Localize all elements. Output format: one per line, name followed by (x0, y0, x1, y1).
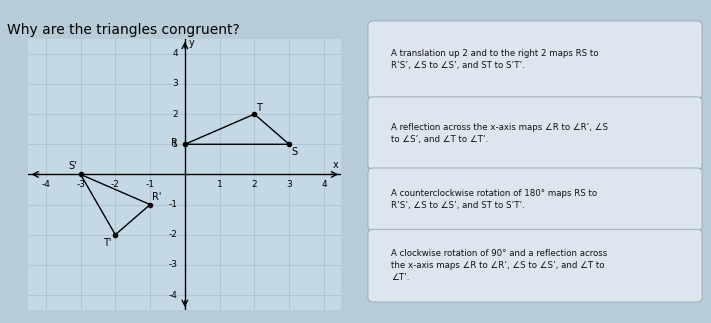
Text: 1: 1 (217, 181, 223, 190)
Text: y: y (189, 38, 195, 48)
Text: A counterclockwise rotation of 180° maps RS to
R’S’, ∠S to ∠S’, and ST to S’T’.: A counterclockwise rotation of 180° maps… (391, 189, 597, 210)
Text: 3: 3 (172, 79, 178, 89)
Text: -1: -1 (146, 181, 154, 190)
Text: 3: 3 (287, 181, 292, 190)
Text: -4: -4 (169, 290, 178, 299)
Text: 4: 4 (172, 49, 178, 58)
Text: -3: -3 (169, 260, 178, 269)
Text: S: S (291, 147, 297, 157)
FancyBboxPatch shape (368, 21, 702, 99)
Text: T': T' (104, 238, 112, 248)
FancyBboxPatch shape (368, 97, 702, 170)
Text: x: x (333, 161, 339, 170)
Text: 4: 4 (321, 181, 327, 190)
Text: T: T (256, 103, 262, 113)
Text: -2: -2 (111, 181, 119, 190)
Text: A clockwise rotation of 90° and a reflection across
the x-axis maps ∠R to ∠R’, ∠: A clockwise rotation of 90° and a reflec… (391, 249, 607, 282)
FancyBboxPatch shape (368, 229, 702, 302)
Text: 2: 2 (172, 109, 178, 119)
Text: -1: -1 (169, 200, 178, 209)
Text: A translation up 2 and to the right 2 maps RS to
R’S’, ∠S to ∠S’, and ST to S’T’: A translation up 2 and to the right 2 ma… (391, 49, 599, 70)
FancyBboxPatch shape (368, 168, 702, 231)
Text: 1: 1 (172, 140, 178, 149)
Text: -2: -2 (169, 230, 178, 239)
Text: -4: -4 (41, 181, 50, 190)
Text: A reflection across the x-axis maps ∠R to ∠R’, ∠S
to ∠S’, and ∠T to ∠T’.: A reflection across the x-axis maps ∠R t… (391, 123, 608, 144)
Text: Why are the triangles congruent?: Why are the triangles congruent? (7, 23, 240, 36)
Text: 2: 2 (252, 181, 257, 190)
Text: R: R (171, 138, 178, 148)
Text: S': S' (68, 162, 77, 172)
Text: R': R' (152, 192, 161, 202)
Text: -3: -3 (76, 181, 85, 190)
